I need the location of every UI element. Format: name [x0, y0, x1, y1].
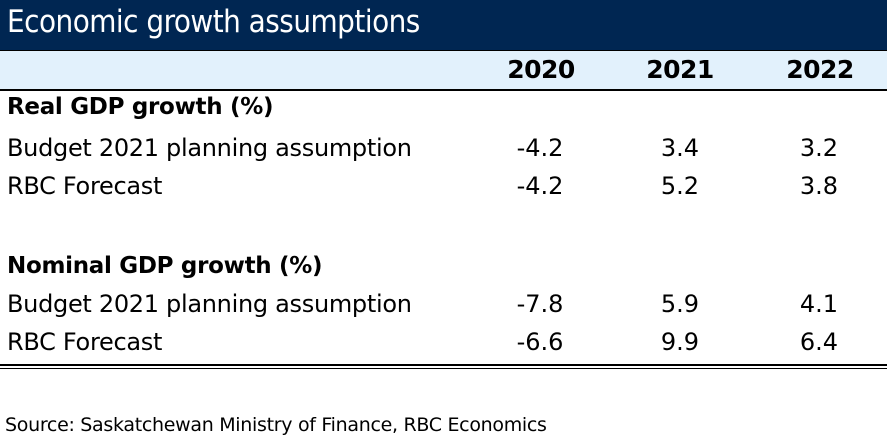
cell-value: -4.2 — [516, 172, 564, 200]
cell-value: 4.1 — [799, 290, 839, 318]
cell-value: 6.4 — [799, 328, 839, 356]
cell-value: 3.8 — [799, 172, 839, 200]
cell-value: -6.6 — [516, 328, 564, 356]
cell-value: -7.8 — [516, 290, 564, 318]
row-label: RBC Forecast — [7, 328, 163, 356]
cell-value: 5.9 — [660, 290, 700, 318]
cell-value: 3.2 — [799, 134, 839, 162]
row-label: Budget 2021 planning assumption — [7, 290, 412, 318]
section-heading-nominal-gdp: Nominal GDP growth (%) — [7, 253, 323, 279]
row-label: Budget 2021 planning assumption — [7, 134, 412, 162]
table-bottom-rule — [0, 364, 887, 369]
table-title: Economic growth assumptions — [7, 4, 420, 40]
column-header-2021: 2021 — [646, 55, 714, 84]
column-header-2020: 2020 — [507, 55, 575, 84]
cell-value: 5.2 — [660, 172, 700, 200]
section-heading-real-gdp: Real GDP growth (%) — [7, 94, 274, 120]
title-bar: Economic growth assumptions — [0, 0, 887, 51]
column-header-row: 2020 2021 2022 — [0, 51, 887, 91]
column-header-2022: 2022 — [786, 55, 854, 84]
cell-value: -4.2 — [516, 134, 564, 162]
row-label: RBC Forecast — [7, 172, 163, 200]
cell-value: 9.9 — [660, 328, 700, 356]
cell-value: 3.4 — [660, 134, 700, 162]
source-note: Source: Saskatchewan Ministry of Finance… — [5, 414, 547, 436]
